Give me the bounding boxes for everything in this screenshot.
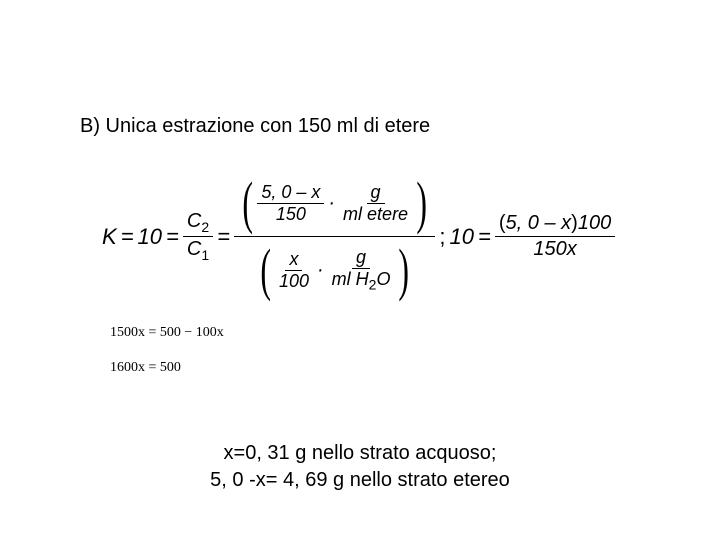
num-5minusx: 5, 0 – x bbox=[257, 182, 324, 204]
big-num: ( 5, 0 – x 150 · g ml etere ) bbox=[234, 170, 435, 237]
rhs-num: (5, 0 – x)100 bbox=[495, 211, 615, 237]
rhs-paren-r: ) bbox=[571, 212, 578, 234]
ten-2: 10 bbox=[448, 224, 476, 250]
equals-2: = bbox=[164, 224, 181, 250]
semicolon: ; bbox=[437, 224, 447, 250]
frac-C2-C1: C2 C1 bbox=[183, 209, 213, 264]
C2-base: C bbox=[187, 210, 201, 232]
rhs-paren-l: ( bbox=[499, 212, 506, 234]
paren-bot-r: ) bbox=[399, 241, 410, 299]
paren-bot-l: ( bbox=[260, 241, 271, 299]
cdot-top: · bbox=[324, 192, 339, 215]
frac-g-mlh2o: g ml H2O bbox=[328, 247, 395, 293]
solution-line-1: x=0, 31 g nello strato acquoso; bbox=[0, 440, 720, 467]
C2: C2 bbox=[183, 209, 213, 237]
den-150: 150 bbox=[272, 204, 310, 225]
equals-4: = bbox=[476, 224, 493, 250]
paren-top: ( 5, 0 – x 150 · g ml etere ) bbox=[238, 174, 431, 232]
equation-row: K = 10 = C2 C1 = ( 5, 0 bbox=[100, 170, 640, 303]
equals-1: = bbox=[119, 224, 136, 250]
frac-rhs: (5, 0 – x)100 150x bbox=[495, 211, 615, 262]
frac-5minusx-150: 5, 0 – x 150 bbox=[257, 182, 324, 225]
frac-x-100: x 100 bbox=[275, 249, 313, 292]
unit-g-top: g bbox=[367, 182, 385, 204]
cdot-bot: · bbox=[313, 259, 328, 282]
unit-ml-h2o: ml H2O bbox=[328, 269, 395, 293]
paren-top-r: ) bbox=[416, 174, 427, 232]
frac-g-mletere: g ml etere bbox=[339, 182, 412, 225]
h2o-O: O bbox=[376, 269, 390, 289]
step-1600x: 1600x = 500 bbox=[110, 360, 181, 376]
ten-1: 10 bbox=[136, 224, 164, 250]
big-den: ( x 100 · g ml H2O ) bbox=[252, 237, 418, 303]
paren-top-l: ( bbox=[242, 174, 253, 232]
C2-sub: 2 bbox=[201, 219, 209, 235]
K-symbol: K bbox=[100, 224, 119, 250]
den-100: 100 bbox=[275, 271, 313, 292]
unit-g-bot: g bbox=[352, 247, 370, 269]
main-equation: K = 10 = C2 C1 = ( 5, 0 bbox=[100, 170, 640, 303]
solution-block: x=0, 31 g nello strato acquoso; 5, 0 -x=… bbox=[0, 440, 720, 494]
C1: C1 bbox=[183, 237, 213, 264]
slide-title: B) Unica estrazione con 150 ml di etere bbox=[80, 115, 430, 138]
equals-3: = bbox=[215, 224, 232, 250]
frac-big: ( 5, 0 – x 150 · g ml etere ) bbox=[234, 170, 435, 303]
rhs-den-150x: 150x bbox=[529, 237, 580, 262]
step-1500x: 1500x = 500 − 100x bbox=[110, 325, 224, 341]
solution-line-2: 5, 0 -x= 4, 69 g nello strato etereo bbox=[0, 467, 720, 494]
C1-base: C bbox=[187, 238, 201, 260]
ml-h: ml H bbox=[332, 269, 369, 289]
paren-bot: ( x 100 · g ml H2O ) bbox=[256, 241, 414, 299]
slide: B) Unica estrazione con 150 ml di etere … bbox=[0, 0, 720, 540]
C1-sub: 1 bbox=[201, 247, 209, 263]
rhs-5minusx: 5, 0 – x bbox=[506, 212, 572, 234]
unit-ml-etere: ml etere bbox=[339, 204, 412, 225]
rhs-100: 100 bbox=[578, 212, 611, 234]
num-x: x bbox=[285, 249, 302, 271]
